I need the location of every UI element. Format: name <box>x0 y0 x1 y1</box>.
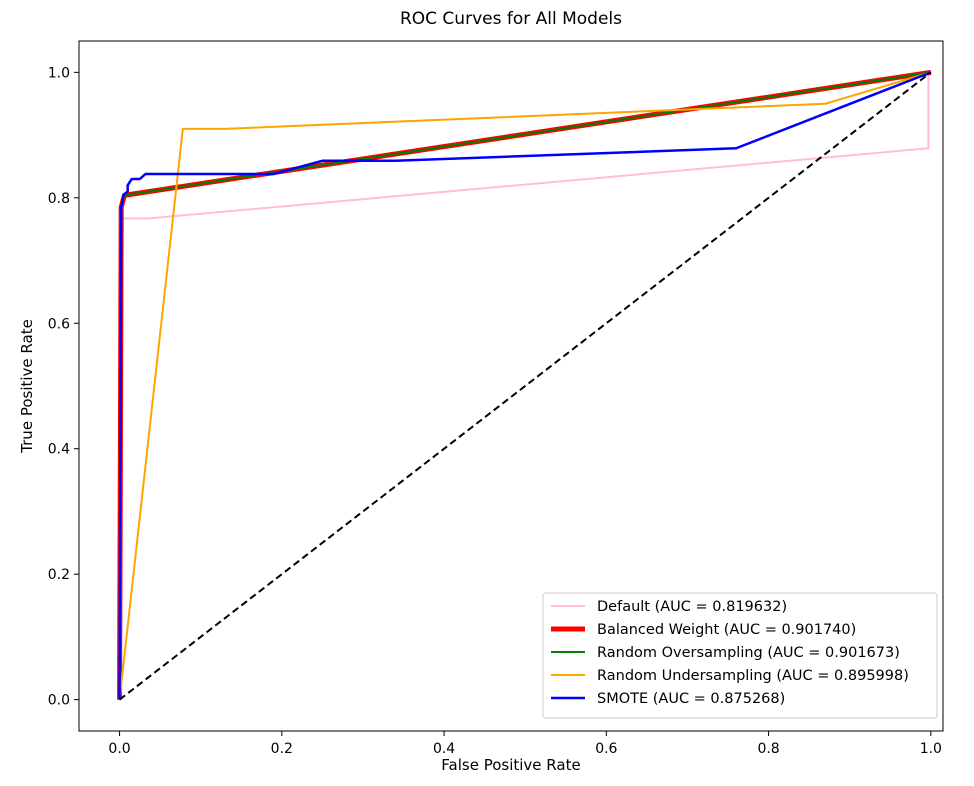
legend-box <box>542 592 938 719</box>
x-tick-label: 0.0 <box>108 741 130 757</box>
series-line-4 <box>118 71 932 700</box>
y-axis-label: True Positive Rate <box>18 319 36 454</box>
y-tick-label: 0.2 <box>48 567 70 583</box>
y-tick-label: 0.4 <box>48 442 70 458</box>
plot-area <box>117 69 932 701</box>
x-axis-label: False Positive Rate <box>441 756 580 774</box>
y-tick-label: 1.0 <box>48 65 70 81</box>
x-axis-ticks: 0.0 0.2 0.4 0.6 0.8 1.0 <box>108 731 942 757</box>
y-axis-ticks: 0.0 0.2 0.4 0.6 0.8 1.0 <box>48 65 79 709</box>
x-tick-label: 0.8 <box>757 741 779 757</box>
plot-frame <box>78 40 944 732</box>
x-tick-label: 0.4 <box>433 741 455 757</box>
legend-label: Random Oversampling (AUC = 0.901673) <box>597 645 900 661</box>
x-tick-label: 1.0 <box>920 741 942 757</box>
legend-label: Balanced Weight (AUC = 0.901740) <box>597 622 856 638</box>
legend-label: Default (AUC = 0.819632) <box>597 599 787 615</box>
legend-label: Random Undersampling (AUC = 0.895998) <box>597 668 909 684</box>
chart-title: ROC Curves for All Models <box>400 9 622 29</box>
chance-diagonal-line <box>118 71 932 701</box>
x-tick-label: 0.6 <box>595 741 617 757</box>
y-tick-label: 0.0 <box>48 693 70 709</box>
legend: Default (AUC = 0.819632) Balanced Weight … <box>542 592 938 719</box>
y-tick-label: 0.6 <box>48 316 70 332</box>
x-tick-label: 0.2 <box>271 741 293 757</box>
series-line-3 <box>118 71 932 700</box>
y-tick-label: 0.8 <box>48 191 70 207</box>
legend-label: SMOTE (AUC = 0.875268) <box>597 691 785 707</box>
